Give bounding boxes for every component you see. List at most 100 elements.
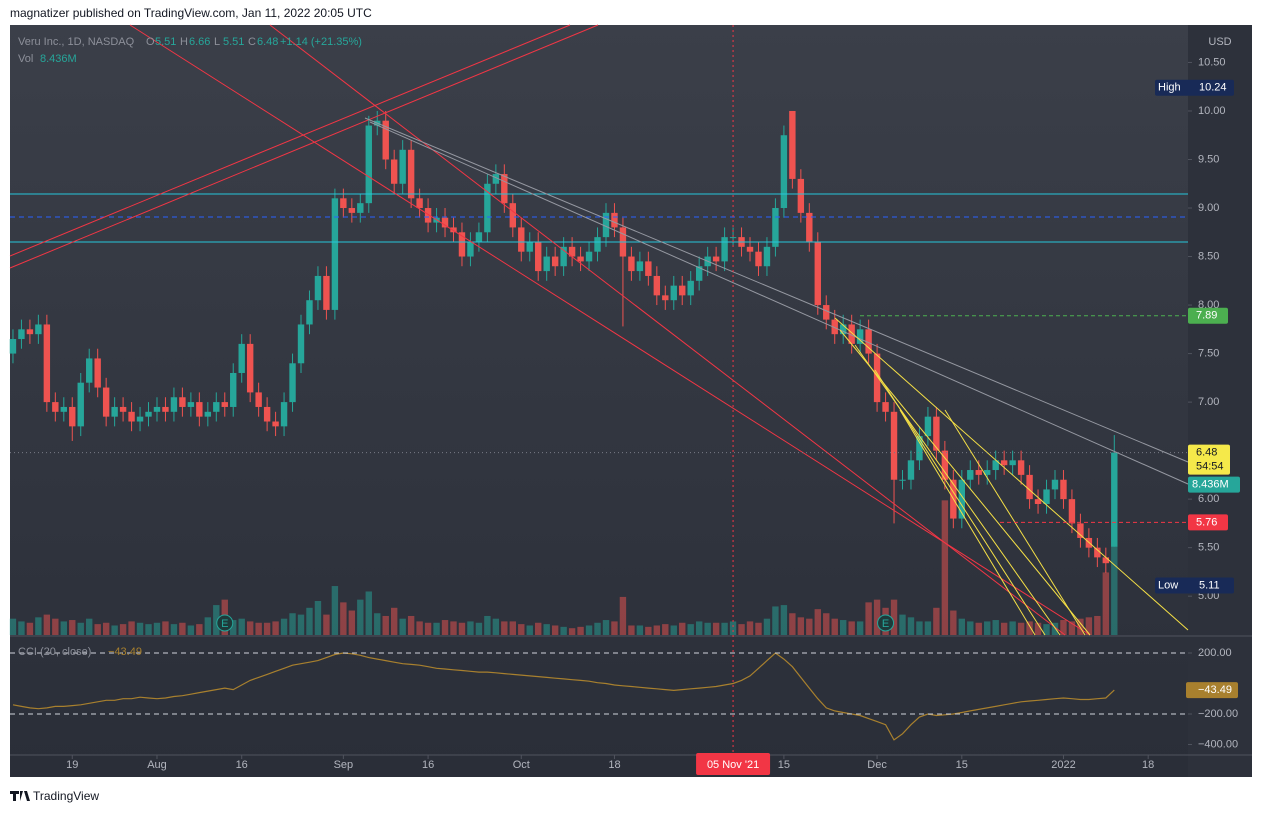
candle-body [331, 198, 339, 310]
candle-body [1034, 499, 1042, 504]
volume-bar [755, 622, 762, 635]
volume-bar [1026, 621, 1033, 635]
candle-body [594, 237, 601, 252]
candle-body [170, 397, 178, 412]
volume-bar [856, 621, 864, 635]
candle-body [1111, 452, 1118, 547]
volume-bar [967, 621, 974, 635]
volume-bar [1060, 620, 1067, 635]
trend-line [9, 24, 599, 269]
trend-line [834, 317, 1189, 631]
trend-line [854, 344, 1061, 636]
candle-body [162, 406, 169, 412]
x-tick-label: 15 [956, 759, 968, 771]
candle-body [865, 329, 872, 354]
y-tick-label: 8.50 [1198, 250, 1219, 262]
volume-bar [780, 605, 788, 635]
volume-bar [365, 591, 372, 635]
candle-body [755, 251, 762, 267]
change: +1.14 (+21.35%) [280, 36, 362, 48]
event-label: E [882, 618, 889, 630]
candle-body [128, 411, 135, 422]
volume-bar [543, 624, 550, 635]
candle-body [187, 402, 195, 407]
volume-bar [213, 605, 220, 635]
volume-bar [763, 618, 771, 635]
candle-body [153, 406, 161, 412]
candle-body [272, 421, 279, 427]
legend-value: 6.66 [189, 36, 210, 48]
candle-body [399, 149, 406, 184]
volume-bar [450, 621, 457, 635]
candle-body [441, 217, 449, 228]
volume-bar [69, 620, 76, 635]
volume-bar [670, 625, 677, 635]
volume-bar [424, 622, 432, 635]
candle-body [662, 295, 669, 301]
volume-bar [619, 596, 627, 635]
trend-line [369, 121, 1189, 485]
candle-body [1026, 474, 1033, 500]
candle-body [323, 275, 330, 310]
candle-body [839, 324, 847, 335]
extreme-box [1155, 577, 1234, 594]
legend-value: 5.51 [223, 36, 244, 48]
candle-body [1077, 523, 1084, 538]
volume-bar [204, 617, 212, 635]
y2-tick-label: −200.00 [1198, 708, 1238, 720]
candle-body [509, 203, 516, 228]
candle-body [924, 416, 932, 437]
x-tick-label: 15 [778, 759, 790, 771]
volume-bar [407, 615, 415, 635]
candle-body [43, 324, 51, 403]
volume-bar [738, 624, 745, 635]
volume-bar [721, 622, 728, 635]
legend-value: 5.51 [155, 36, 176, 48]
volume-bar [86, 618, 93, 635]
candle-body [933, 416, 940, 451]
volume-bar [280, 618, 288, 635]
brand-logo [10, 791, 30, 801]
y-tick-label: 10.50 [1198, 56, 1226, 68]
brand-name: TradingView [33, 789, 99, 803]
candle-body [967, 470, 974, 480]
countdown: 54:54 [1196, 460, 1224, 472]
volume-bar [797, 617, 805, 635]
volume-bar [712, 622, 720, 635]
candle-body [543, 256, 550, 272]
candle-body [26, 329, 34, 335]
candle-body [882, 402, 889, 412]
volume-bar [102, 622, 110, 635]
y2-tick-label: 200.00 [1198, 647, 1232, 659]
candle-body [814, 241, 821, 306]
volume-bar [662, 624, 669, 635]
volume-bar [390, 607, 398, 635]
x-tick-label: 2022 [1051, 759, 1075, 771]
extreme-title: High [1158, 82, 1181, 94]
currency: USD [1208, 36, 1231, 48]
symbol: Veru Inc., 1D, NASDAQ [18, 36, 135, 48]
volume-bar [374, 613, 381, 635]
volume-bar [924, 621, 932, 635]
volume-bar [831, 618, 838, 635]
candle-body [721, 237, 728, 262]
candle-body [789, 110, 796, 179]
legend-letter: C [248, 36, 256, 48]
volume-bar [77, 622, 84, 635]
x-tick-label: Sep [334, 759, 354, 771]
x-tick-label: 19 [66, 759, 78, 771]
candle-body [289, 363, 296, 403]
volume-bar [94, 624, 101, 635]
candle-body [9, 339, 17, 354]
volume-bar [992, 620, 999, 635]
y-tick-label: 6.00 [1198, 493, 1219, 505]
level-label: 5.76 [1196, 516, 1217, 528]
candle-body [856, 329, 864, 344]
legend-letter: O [146, 36, 155, 48]
candle-body [35, 324, 42, 335]
publisher: magnatizer published on TradingView.com,… [10, 6, 372, 20]
candle-body [797, 178, 805, 213]
candle-body [984, 470, 991, 475]
candle-body [501, 174, 508, 204]
level-box [1188, 514, 1228, 531]
